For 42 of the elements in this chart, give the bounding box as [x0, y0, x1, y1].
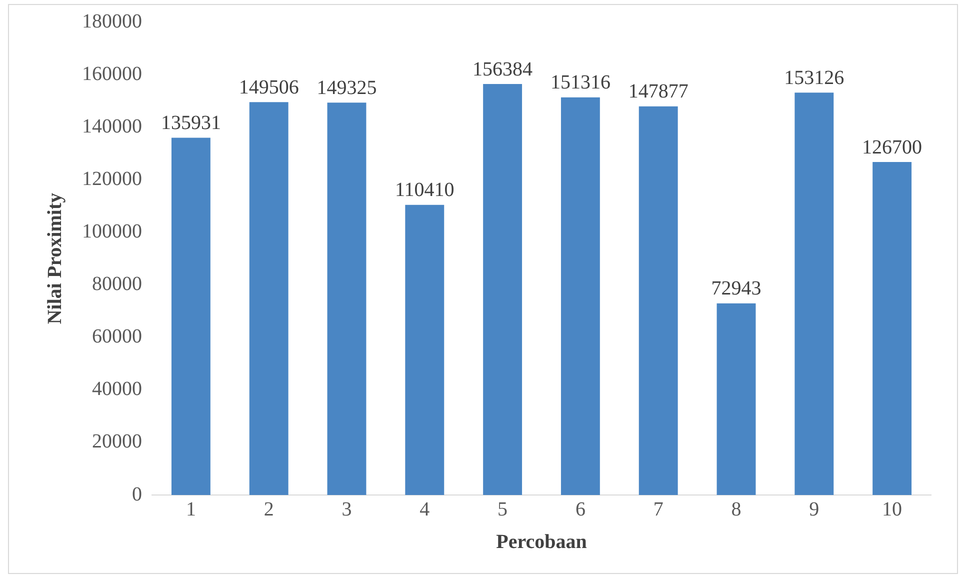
x-tick-label: 1	[186, 498, 196, 520]
bar	[483, 84, 522, 495]
data-label: 126700	[862, 136, 922, 158]
y-tick-label: 140000	[82, 115, 142, 138]
x-axis-title: Percobaan	[496, 531, 587, 554]
data-label: 156384	[472, 58, 533, 80]
x-tick-label: 2	[264, 498, 274, 520]
bar	[560, 97, 600, 495]
bar	[249, 102, 288, 495]
y-tick-label: 100000	[82, 220, 142, 242]
x-tick-label: 10	[882, 498, 902, 520]
y-tick-label: 20000	[92, 430, 142, 453]
y-tick-label: 120000	[82, 168, 142, 190]
data-label: 147877	[628, 80, 688, 103]
bar	[171, 138, 210, 495]
x-tick-label: 8	[731, 498, 742, 520]
data-label: 72943	[711, 278, 762, 300]
y-tick-label: 80000	[92, 273, 142, 296]
y-tick-label: 40000	[92, 378, 142, 400]
bar	[716, 303, 756, 495]
y-axis-title: Nilai Proximity	[44, 192, 66, 324]
y-tick-label: 180000	[82, 10, 142, 32]
bar	[638, 106, 678, 495]
x-tick-label: 3	[342, 498, 352, 520]
data-label: 110410	[395, 179, 454, 202]
bar	[872, 162, 912, 495]
x-tick-label: 5	[498, 498, 508, 520]
x-tick-label: 7	[653, 498, 664, 520]
data-label: 149506	[238, 76, 299, 98]
data-label: 153126	[784, 66, 844, 89]
bar	[405, 204, 444, 495]
data-label: 149325	[316, 76, 377, 99]
data-label: 151316	[550, 72, 610, 94]
y-tick-label: 60000	[92, 326, 142, 348]
data-label: 135931	[160, 112, 221, 134]
bar	[794, 92, 834, 495]
x-tick-label: 9	[809, 498, 820, 520]
y-tick-label: 160000	[82, 62, 142, 85]
y-tick-label: 0	[132, 483, 142, 506]
bar	[327, 102, 366, 495]
x-tick-label: 4	[420, 498, 430, 520]
x-tick-label: 6	[575, 498, 586, 520]
